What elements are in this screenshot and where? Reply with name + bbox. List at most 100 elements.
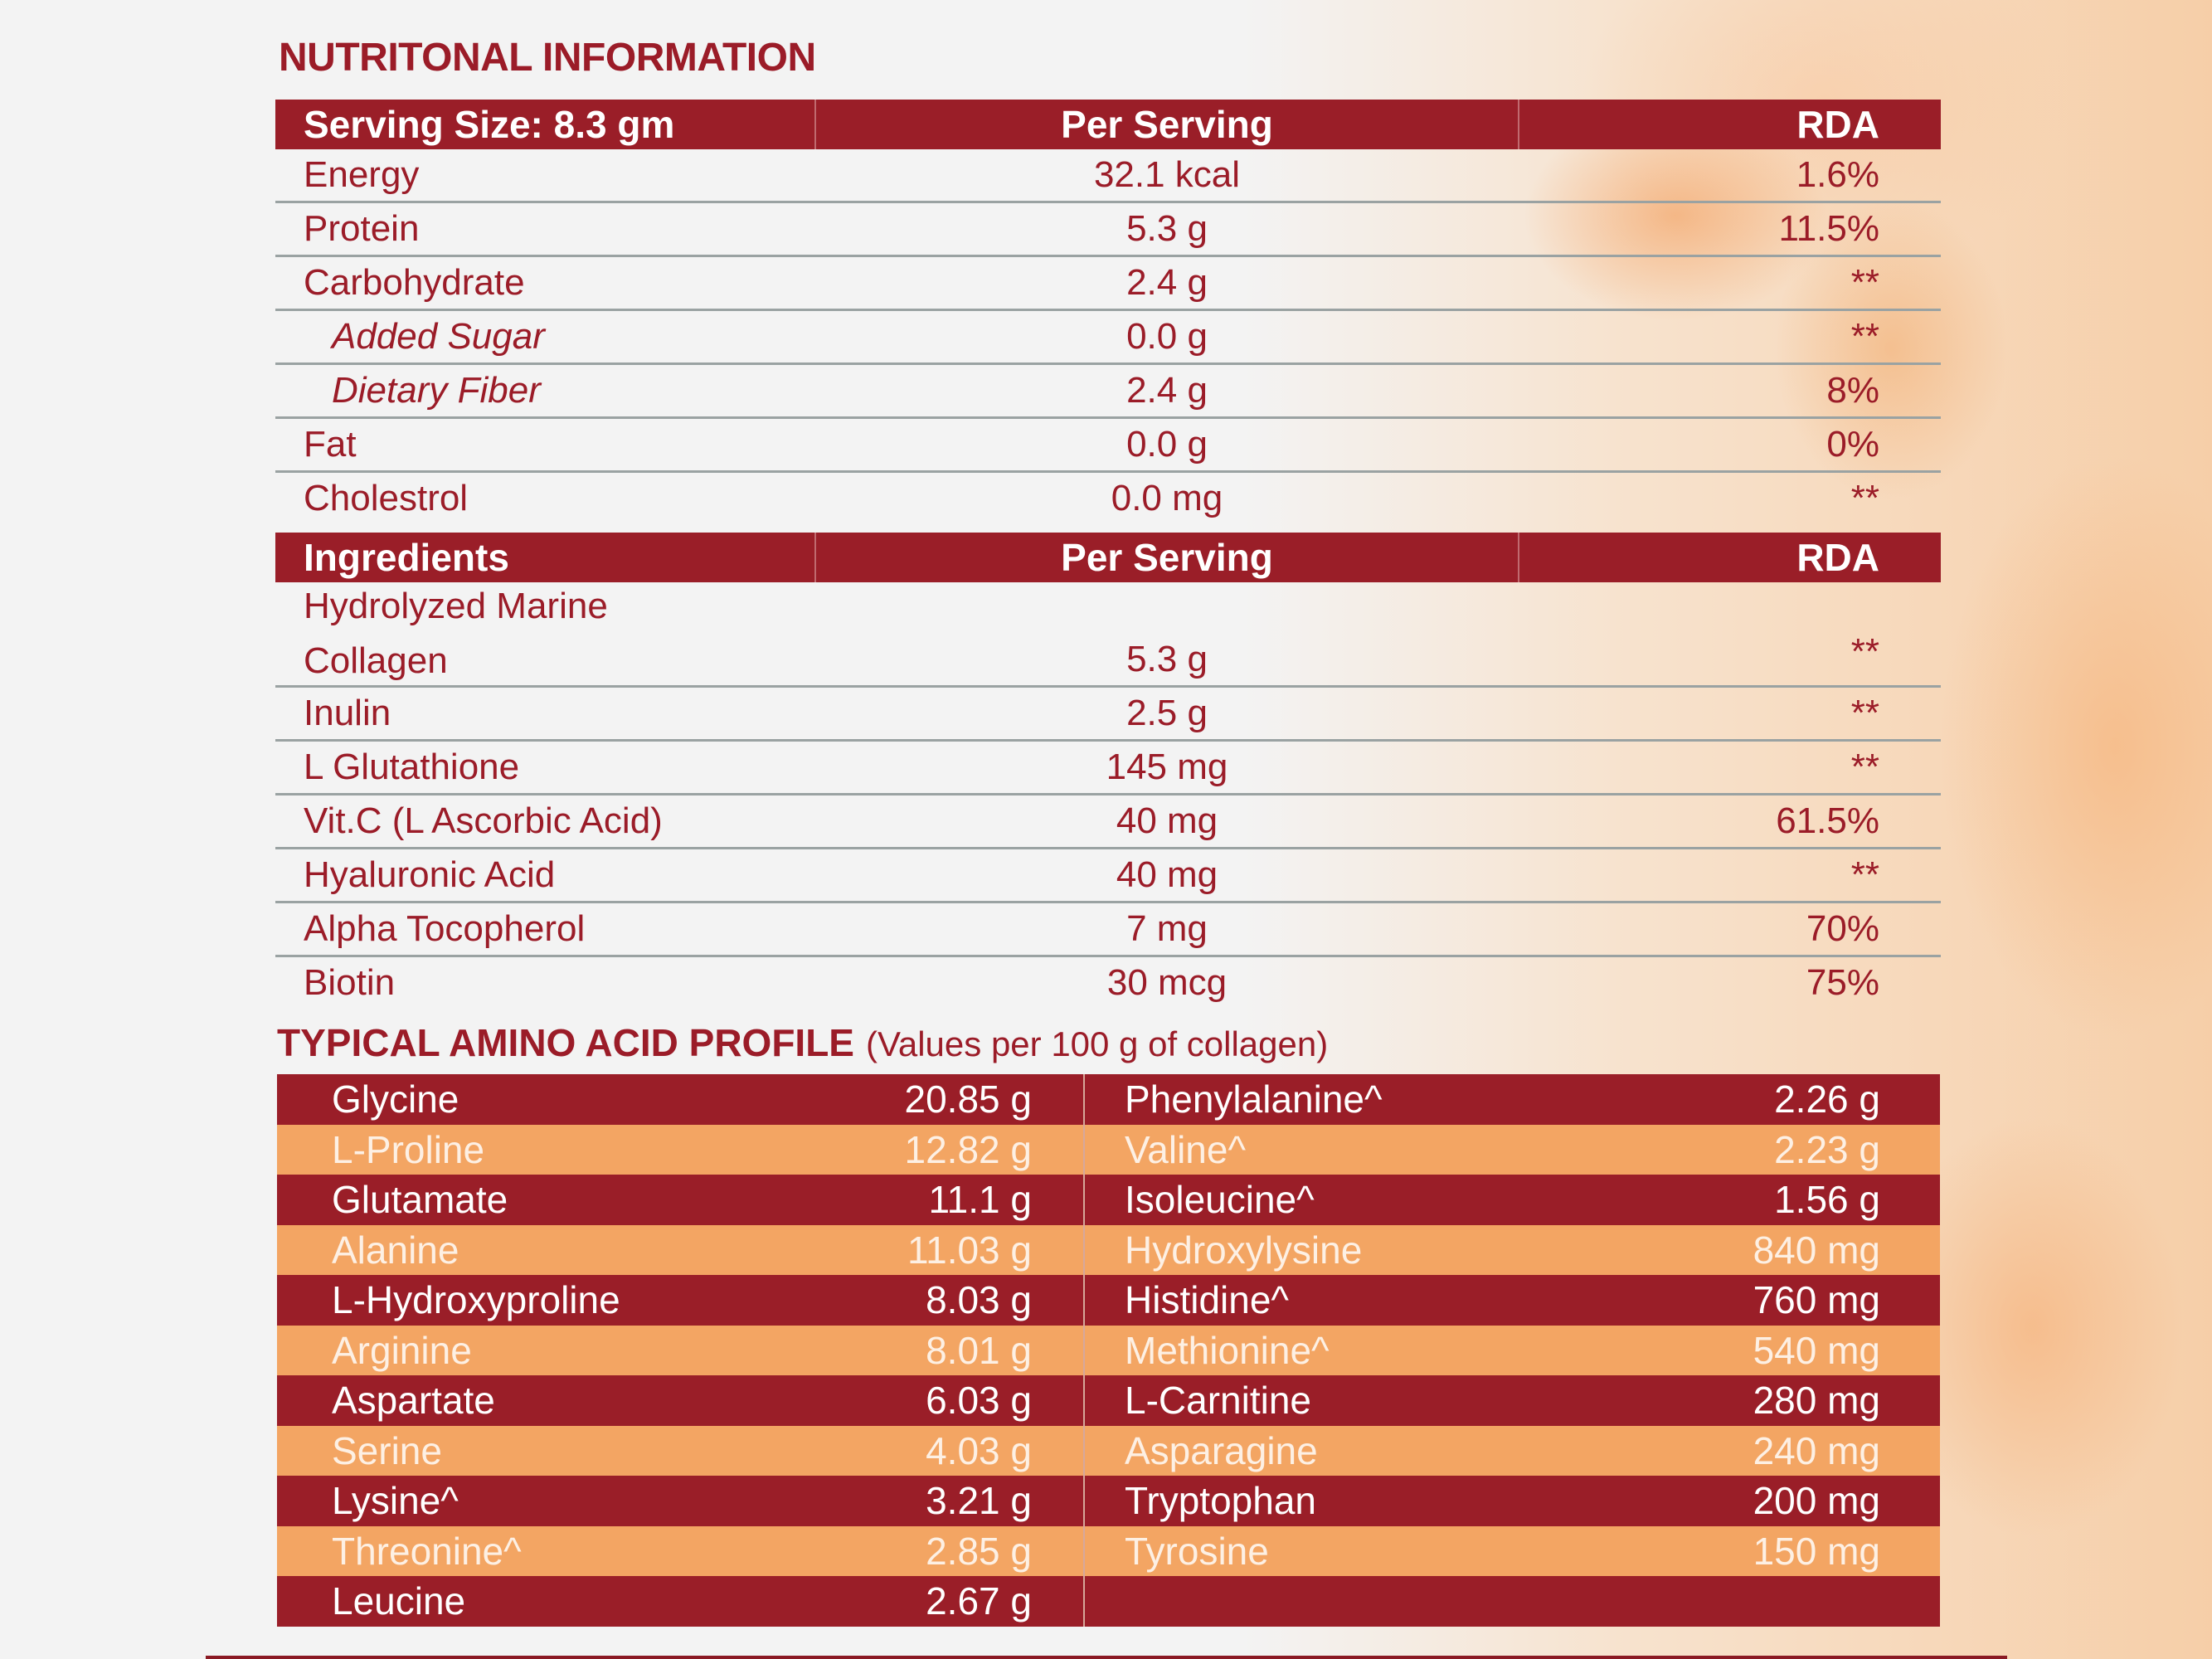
amino-name: Threonine^ [332, 1529, 522, 1573]
ingredient-rda: 61.5% [1776, 800, 1879, 841]
amino-row-empty [1085, 1576, 1940, 1627]
amino-value: 150 mg [1753, 1529, 1880, 1573]
amino-name: Hydroxylysine [1125, 1228, 1363, 1272]
amino-row: Lysine^ 3.21 g [277, 1476, 1083, 1526]
ingredient-rda: 75% [1806, 962, 1879, 1003]
amino-acid-table: Glycine 20.85 g L-Proline 12.82 g Glutamat… [277, 1074, 1940, 1627]
amino-value: 4.03 g [926, 1428, 1032, 1472]
table-row: Carbohydrate 2.4 g ** [275, 257, 1941, 311]
amino-row: Aspartate 6.03 g [277, 1375, 1083, 1426]
ingredient-name-line2: Collagen [304, 640, 448, 681]
table-row: Energy 32.1 kcal 1.6% [275, 149, 1941, 203]
nutrient-rda: 0% [1826, 424, 1879, 465]
ingredient-per-serving: 2.5 g [1126, 693, 1208, 733]
amino-row: Asparagine 240 mg [1085, 1425, 1940, 1476]
ingredient-name: Alpha Tocopherol [304, 908, 586, 949]
amino-row: L-Proline 12.82 g [277, 1124, 1083, 1175]
table-row: Fat 0.0 g 0% [275, 419, 1941, 473]
table-row: Alpha Tocopherol 7 mg 70% [275, 903, 1941, 957]
amino-value: 6.03 g [926, 1379, 1032, 1423]
amino-row: Valine^ 2.23 g [1085, 1124, 1940, 1175]
table-row: Protein 5.3 g 11.5% [275, 203, 1941, 257]
ingredients-table: Ingredients Per Serving RDA Hydrolyzed M… [275, 533, 1941, 1009]
nutrient-name: Added Sugar [332, 316, 545, 357]
amino-value: 8.03 g [926, 1278, 1032, 1322]
amino-name: Methionine^ [1125, 1328, 1330, 1372]
nutrient-rda: ** [1850, 262, 1879, 303]
amino-column-right: Phenylalanine^ 2.26 g Valine^ 2.23 g Isole… [1085, 1074, 1940, 1627]
nutrient-rda: 11.5% [1778, 208, 1880, 249]
nutrient-rda: 8% [1826, 370, 1879, 411]
ingredient-name: Hydrolyzed Marine Collagen [275, 582, 816, 685]
nutrient-per-serving: 5.3 g [1126, 208, 1208, 249]
amino-row: Leucine 2.67 g [277, 1576, 1083, 1627]
amino-column-left: Glycine 20.85 g L-Proline 12.82 g Glutamat… [277, 1074, 1085, 1627]
table-row: Hydrolyzed Marine Collagen 5.3 g ** [275, 582, 1941, 688]
ingredient-name-line1: Hydrolyzed Marine [304, 586, 608, 626]
ingredient-per-serving: 40 mg [1116, 854, 1218, 895]
nutrient-name: Cholestrol [304, 478, 469, 518]
ingredients-table-header: Ingredients Per Serving RDA [275, 533, 1941, 582]
ingredient-per-serving: 145 mg [1106, 747, 1228, 787]
amino-row: Threonine^ 2.85 g [277, 1525, 1083, 1576]
amino-value: 8.01 g [926, 1328, 1032, 1372]
nutrient-per-serving: 0.0 mg [1111, 478, 1223, 518]
amino-profile-note: (Values per 100 g of collagen) [865, 1024, 1329, 1063]
table-row: Added Sugar 0.0 g ** [275, 311, 1941, 365]
amino-name: Serine [332, 1428, 442, 1472]
amino-profile-title: TYPICAL AMINO ACID PROFILE [277, 1021, 854, 1064]
header-per-serving: Per Serving [816, 100, 1519, 149]
amino-row: Isoleucine^ 1.56 g [1085, 1175, 1940, 1225]
amino-value: 840 mg [1753, 1228, 1880, 1272]
header-ingredients: Ingredients [275, 533, 816, 582]
amino-row: Phenylalanine^ 2.26 g [1085, 1074, 1940, 1125]
ingredient-per-serving: 40 mg [1116, 800, 1218, 841]
amino-name: Phenylalanine^ [1125, 1078, 1383, 1121]
amino-row: Serine 4.03 g [277, 1425, 1083, 1476]
amino-row: L-Carnitine 280 mg [1085, 1375, 1940, 1426]
nutrient-name: Fat [304, 424, 357, 465]
table-row: Inulin 2.5 g ** [275, 688, 1941, 742]
ingredient-rda: 70% [1806, 908, 1879, 949]
header-per-serving: Per Serving [816, 533, 1519, 582]
nutrient-per-serving: 2.4 g [1126, 370, 1208, 411]
nutrient-name: Protein [304, 208, 420, 249]
amino-value: 2.67 g [926, 1579, 1032, 1623]
amino-name: Glycine [332, 1078, 459, 1121]
amino-profile-heading: TYPICAL AMINO ACID PROFILE (Values per 10… [277, 1020, 1328, 1065]
amino-name: Asparagine [1125, 1428, 1318, 1472]
amino-name: L-Carnitine [1125, 1379, 1311, 1423]
ingredient-name: L Glutathione [304, 747, 520, 787]
amino-row: Hydroxylysine 840 mg [1085, 1224, 1940, 1275]
ingredient-per-serving: 5.3 g [1126, 639, 1208, 679]
header-serving-size: Serving Size: 8.3 gm [275, 100, 816, 149]
amino-value: 1.56 g [1774, 1178, 1880, 1222]
nutrient-rda: 1.6% [1796, 154, 1879, 195]
amino-row: Glycine 20.85 g [277, 1074, 1083, 1125]
amino-row: Tyrosine 150 mg [1085, 1525, 1940, 1576]
nutrient-name: Dietary Fiber [332, 370, 541, 411]
ingredient-rda: ** [1850, 693, 1879, 733]
amino-name: Tyrosine [1125, 1529, 1269, 1573]
nutrient-per-serving: 2.4 g [1126, 262, 1208, 303]
amino-value: 12.82 g [904, 1127, 1032, 1171]
amino-value: 2.26 g [1774, 1078, 1880, 1121]
page-title: NUTRITONAL INFORMATION [279, 36, 816, 80]
bottom-divider [206, 1656, 2007, 1659]
nutrient-rda: ** [1850, 478, 1879, 518]
amino-row: Methionine^ 540 mg [1085, 1325, 1940, 1375]
amino-value: 11.03 g [907, 1228, 1032, 1272]
amino-value: 200 mg [1753, 1479, 1880, 1523]
amino-value: 11.1 g [928, 1178, 1032, 1222]
amino-name: Glutamate [332, 1178, 508, 1222]
amino-name: Arginine [332, 1328, 472, 1372]
ingredient-name: Biotin [304, 962, 396, 1003]
amino-row: Histidine^ 760 mg [1085, 1275, 1940, 1326]
nutrient-per-serving: 0.0 g [1126, 424, 1208, 465]
amino-name: Alanine [332, 1228, 459, 1272]
amino-name: L-Proline [332, 1127, 485, 1171]
amino-value: 540 mg [1753, 1328, 1880, 1372]
nutrient-rda: ** [1850, 316, 1879, 357]
nutrient-per-serving: 0.0 g [1126, 316, 1208, 357]
